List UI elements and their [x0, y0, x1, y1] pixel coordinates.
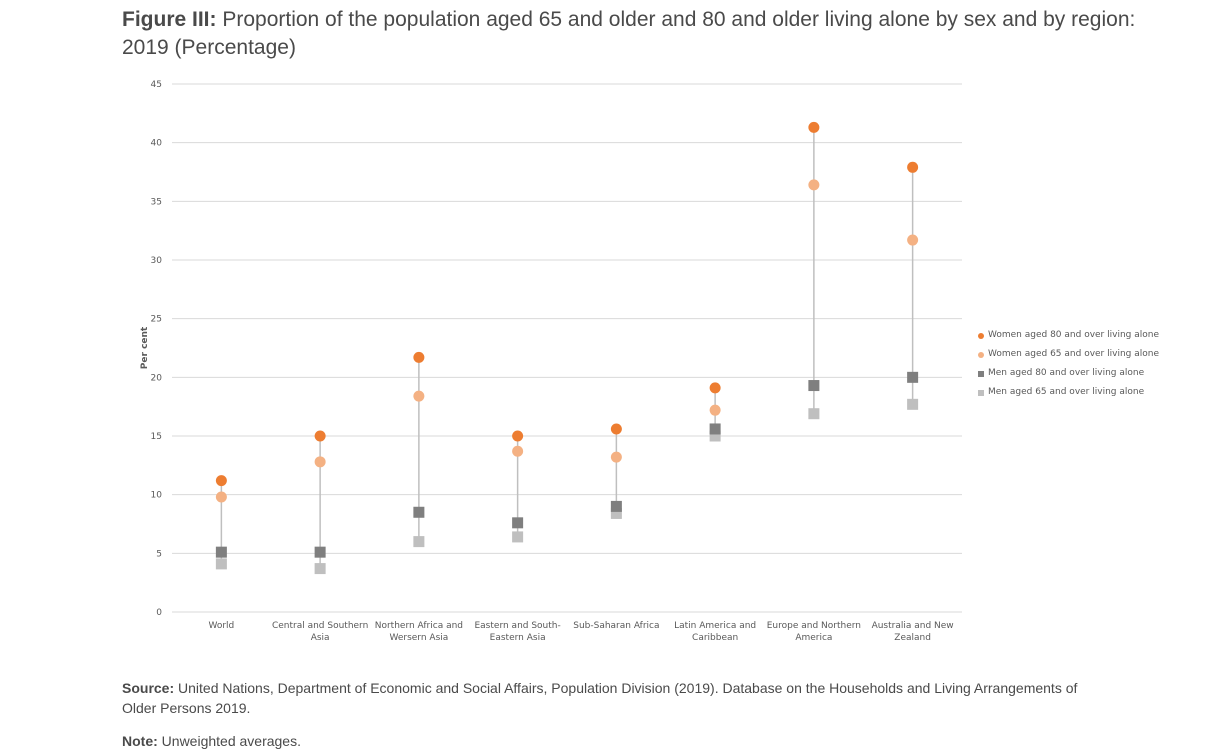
- x-category-label: Latin America and Caribbean: [674, 621, 756, 643]
- data-point-square: [709, 423, 721, 435]
- x-category-label: World: [208, 621, 234, 631]
- legend-item: Women aged 80 and over living alone: [978, 326, 1159, 345]
- data-point-circle: [215, 475, 227, 487]
- data-point-circle: [907, 234, 919, 246]
- y-tick-label: 25: [151, 315, 162, 325]
- data-point-square: [215, 546, 227, 558]
- x-category-label-line: Eastern Asia: [490, 633, 546, 643]
- y-tick-label: 10: [151, 491, 163, 501]
- data-point-square: [215, 558, 227, 570]
- data-point-square: [512, 517, 524, 529]
- y-tick-label: 20: [151, 373, 163, 383]
- x-category-label-line: America: [795, 633, 832, 643]
- x-category-label-line: Wersern Asia: [389, 633, 448, 643]
- data-point-square: [907, 371, 919, 383]
- y-tick-label: 5: [156, 549, 162, 559]
- circle-marker-icon: [978, 351, 984, 358]
- y-tick-label: 40: [151, 139, 163, 149]
- x-category-label-line: World: [208, 621, 234, 631]
- x-category-label-line: Caribbean: [692, 633, 738, 643]
- data-point-square: [314, 563, 326, 575]
- x-category-label-line: Australia and New: [872, 621, 954, 631]
- data-point-circle: [314, 456, 326, 468]
- legend-item: Men aged 65 and over living alone: [978, 383, 1159, 402]
- x-category-label: Australia and New Zealand: [872, 621, 954, 643]
- x-category-label-line: Asia: [311, 633, 330, 643]
- data-point-circle: [610, 423, 622, 435]
- chart-legend: Women aged 80 and over living alone Women…: [978, 326, 1159, 402]
- data-point-square: [314, 546, 326, 558]
- square-marker-icon: [978, 370, 984, 377]
- y-tick-label: 35: [151, 197, 162, 207]
- legend-label: Women aged 80 and over living alone: [988, 330, 1159, 340]
- data-point-circle: [709, 382, 721, 394]
- legend-item: Women aged 65 and over living alone: [978, 345, 1159, 364]
- y-axis-label: Per cent: [140, 326, 150, 369]
- data-point-circle: [314, 430, 326, 442]
- data-point-circle: [610, 451, 622, 463]
- figure-title: Figure III: Proportion of the population…: [122, 6, 1182, 62]
- data-point-square: [610, 500, 622, 512]
- data-point-circle: [907, 161, 919, 173]
- data-point-circle: [512, 430, 524, 442]
- data-point-square: [413, 506, 425, 518]
- data-point-square: [907, 398, 919, 410]
- data-point-circle: [413, 351, 425, 363]
- figure-title-label: Figure III:: [122, 8, 217, 31]
- x-category-label: Eastern and South- Eastern Asia: [474, 621, 560, 643]
- legend-label: Women aged 65 and over living alone: [988, 349, 1159, 359]
- legend-item: Men aged 80 and over living alone: [978, 364, 1159, 383]
- x-category-label-line: Eastern and South-: [474, 621, 560, 631]
- source-note: Source: United Nations, Department of Ec…: [122, 678, 1102, 718]
- data-point-circle: [808, 121, 820, 133]
- y-tick-label: 0: [156, 608, 162, 618]
- data-point-square: [413, 536, 425, 548]
- x-category-label: Europe and Northern America: [767, 621, 861, 643]
- data-point-square: [808, 380, 820, 392]
- x-category-label-line: Central and Southern: [272, 621, 368, 631]
- data-point-square: [808, 408, 820, 420]
- footnote: Note: Unweighted averages.: [122, 731, 1102, 751]
- data-point-square: [512, 531, 524, 543]
- note-text: Unweighted averages.: [157, 733, 301, 749]
- legend-label: Men aged 80 and over living alone: [988, 368, 1145, 378]
- x-category-label-line: Northern Africa and: [375, 621, 463, 631]
- x-category-label-line: Europe and Northern: [767, 621, 861, 631]
- data-point-circle: [215, 491, 227, 503]
- x-category-label-line: Latin America and: [674, 621, 756, 631]
- data-point-square: [610, 507, 622, 519]
- data-point-square: [709, 430, 721, 442]
- circle-marker-icon: [978, 332, 984, 339]
- x-category-label: Sub-Saharan Africa: [573, 621, 659, 631]
- data-point-circle: [709, 404, 721, 416]
- x-category-label: Northern Africa and Wersern Asia: [375, 621, 463, 643]
- y-tick-label: 15: [151, 432, 162, 442]
- legend-label: Men aged 65 and over living alone: [988, 387, 1145, 397]
- note-label: Note:: [122, 733, 158, 749]
- y-tick-label: 30: [151, 256, 163, 266]
- x-category-label-line: Zealand: [894, 633, 931, 643]
- x-category-label-line: Sub-Saharan Africa: [573, 621, 659, 631]
- y-tick-label: 45: [151, 80, 162, 90]
- data-point-circle: [413, 390, 425, 402]
- data-point-circle: [808, 179, 820, 191]
- figure-title-text: Proportion of the population aged 65 and…: [122, 8, 1136, 59]
- x-category-label: Central and Southern Asia: [272, 621, 368, 643]
- source-text: United Nations, Department of Economic a…: [122, 680, 1078, 716]
- data-point-circle: [512, 445, 524, 457]
- square-marker-icon: [978, 389, 984, 396]
- source-label: Source:: [122, 680, 175, 696]
